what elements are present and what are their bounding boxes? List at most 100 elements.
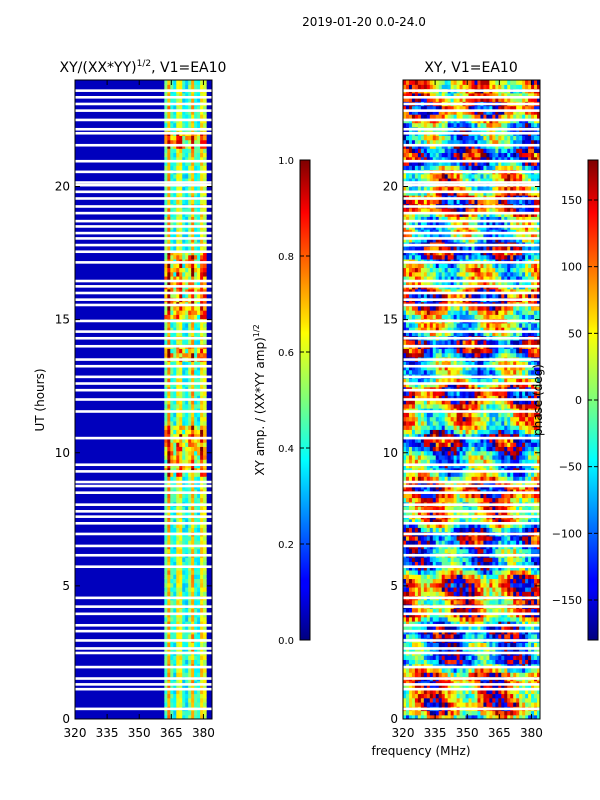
amplitude-cell (203, 331, 207, 337)
phase-cell (423, 697, 428, 703)
amplitude-cell (185, 109, 189, 115)
amplitude-cell (167, 510, 171, 516)
amplitude-cell (200, 220, 204, 226)
amplitude-cell (197, 80, 201, 85)
amplitude-cell (200, 518, 204, 524)
amplitude-cell (185, 497, 189, 503)
phase-cell (492, 506, 496, 511)
phase-cell (501, 616, 505, 622)
amplitude-cell (191, 655, 195, 660)
amplitude-cell (185, 135, 189, 141)
amplitude-cell (200, 667, 204, 673)
amplitude-cell (197, 216, 201, 222)
phase-cell (474, 672, 479, 677)
phase-cell (501, 523, 505, 528)
phase-cell (465, 701, 470, 707)
phase-cell (450, 693, 455, 699)
phase-cell (403, 497, 407, 503)
phase-cell (501, 710, 505, 716)
phase-cell (423, 582, 428, 588)
phase-cell (453, 599, 458, 605)
phase-cell (432, 591, 437, 597)
phase-cell (501, 693, 505, 699)
amplitude-cell (167, 92, 171, 98)
phase-cell (513, 693, 517, 699)
phase-cell (501, 510, 505, 516)
phase-cell (471, 548, 476, 554)
amplitude-cell (167, 190, 171, 196)
amplitude-cell (182, 633, 186, 639)
amplitude-cell (185, 148, 189, 154)
amplitude-cell (185, 331, 189, 337)
amplitude-cell (164, 288, 168, 294)
flagged-gap (75, 96, 212, 99)
phase-cell (426, 578, 431, 584)
phase-cell (429, 506, 434, 511)
amplitude-cell (185, 339, 189, 345)
phase-cell (456, 659, 461, 665)
amplitude-cell (170, 523, 174, 528)
amplitude-cell (173, 109, 177, 115)
flagged-gap (75, 231, 212, 235)
phase-cell (429, 599, 434, 605)
amplitude-cell (179, 84, 183, 90)
phase-cell (447, 599, 452, 605)
phase-cell (498, 608, 502, 614)
phase-cell (417, 599, 422, 605)
phase-cell (420, 591, 425, 597)
phase-cell (444, 672, 449, 677)
phase-cell (465, 684, 470, 690)
phase-cell (510, 642, 514, 648)
phase-cell (516, 497, 520, 503)
phase-cell (537, 557, 540, 562)
phase-cell (510, 557, 514, 562)
amplitude-cell (197, 693, 201, 699)
phase-cell (423, 621, 428, 626)
amplitude-cell (170, 348, 174, 354)
phase-cell (435, 591, 440, 597)
phase-cell (489, 697, 493, 703)
amplitude-cell (188, 92, 192, 98)
amplitude-cell (182, 625, 186, 631)
amplitude-cell (200, 535, 204, 541)
amplitude-cell (179, 280, 183, 286)
amplitude-cell (194, 403, 198, 409)
amplitude-cell (182, 442, 186, 447)
phase-cell (447, 565, 452, 571)
amplitude-cell (203, 642, 207, 648)
amplitude-cell (185, 399, 189, 405)
phase-cell (450, 689, 455, 695)
flagged-gap (75, 596, 212, 600)
amplitude-cell (197, 471, 201, 477)
phase-cell (420, 510, 425, 516)
phase-cell (405, 599, 410, 605)
phase-cell (519, 714, 523, 719)
amplitude-cell (170, 582, 174, 588)
amplitude-cell (167, 97, 171, 102)
phase-cell (408, 633, 413, 639)
phase-cell (534, 510, 538, 516)
phase-cell (534, 608, 538, 614)
phase-cell (474, 642, 479, 648)
phase-cell (429, 621, 434, 626)
phase-cell (417, 672, 422, 677)
amplitude-cell (197, 263, 201, 269)
amplitude-cell (194, 122, 198, 128)
amplitude-cell (182, 697, 186, 703)
phase-cell (414, 701, 419, 707)
amplitude-cell (176, 497, 180, 503)
flagged-gap (75, 197, 212, 200)
amplitude-cell (188, 280, 192, 286)
amplitude-cell (197, 331, 201, 337)
phase-cell (492, 582, 496, 588)
phase-cell (495, 586, 499, 592)
amplitude-cell (197, 608, 201, 614)
amplitude-cell (167, 527, 171, 533)
phase-cell (522, 506, 526, 511)
phase-cell (447, 701, 452, 707)
phase-cell (420, 693, 425, 699)
amplitude-cell (188, 237, 192, 243)
phase-cell (489, 659, 493, 665)
amplitude-cell (203, 425, 207, 430)
phase-cell (474, 684, 479, 690)
